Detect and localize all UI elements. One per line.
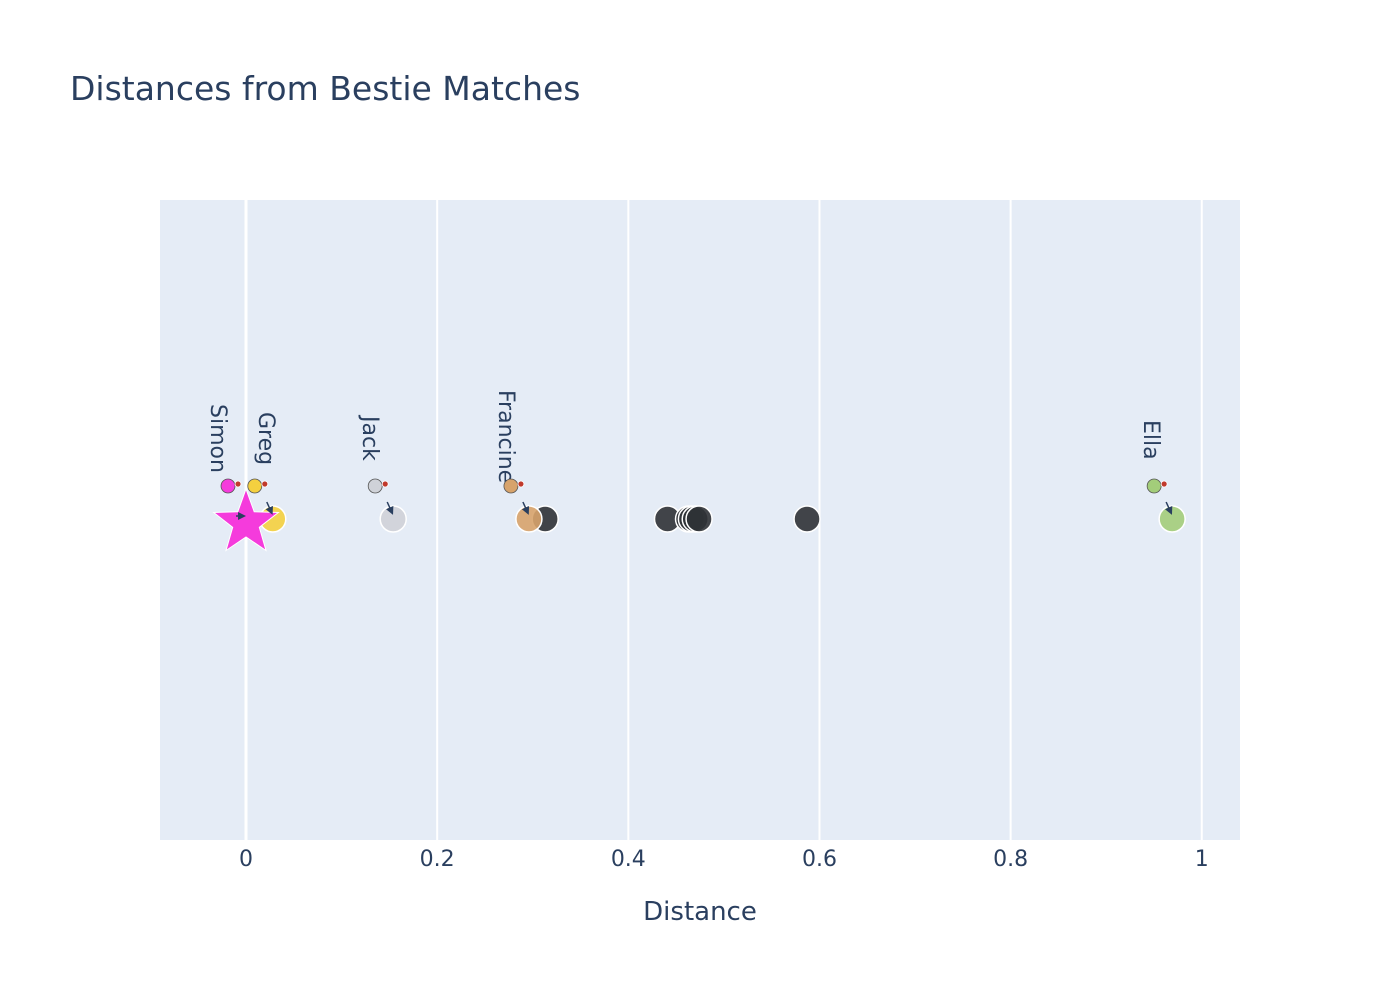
- flag-icon: [234, 480, 242, 488]
- x-gridlines: [244, 200, 1203, 840]
- flag-icon: [261, 480, 269, 488]
- x-tick-label: 0.2: [420, 847, 455, 872]
- annotation-arrow: [386, 501, 394, 515]
- x-tick-labels: 0 0.2 0.4 0.6 0.8 1: [239, 847, 1209, 872]
- frog-icon: [1146, 478, 1162, 494]
- yellow-face-icon: [247, 478, 263, 494]
- chart-title: Distances from Bestie Matches: [70, 69, 581, 108]
- data-point: [685, 505, 713, 533]
- grey-face-icon: [367, 478, 383, 494]
- unicorn-icon: [220, 478, 236, 494]
- annotation-label-francine: Francine: [493, 390, 518, 483]
- data-point: [793, 505, 821, 533]
- annotation-arrow: [1165, 501, 1173, 515]
- orange-face-icon: [503, 478, 519, 494]
- x-tick-label: 0.4: [611, 847, 646, 872]
- flag-icon: [381, 480, 389, 488]
- x-tick-label: 1: [1195, 847, 1209, 872]
- x-tick-label: 0.8: [993, 847, 1028, 872]
- x-tick-label: 0.6: [802, 847, 837, 872]
- annotation-label-jack: Jack: [357, 414, 382, 461]
- data-point-jack: [379, 505, 407, 533]
- data-point-francine: [515, 505, 543, 533]
- flag-icon: [517, 480, 525, 488]
- point-annotations: Simon Greg Jack Francine Ella: [205, 390, 1173, 520]
- flag-icon: [1160, 480, 1168, 488]
- annotation-arrow: [521, 501, 530, 515]
- x-axis-label: Distance: [643, 897, 757, 927]
- annotation-label-greg: Greg: [253, 412, 278, 465]
- x-tick-label: 0: [239, 847, 253, 872]
- annotation-label-ella: Ella: [1138, 420, 1163, 460]
- data-point-ella: [1158, 505, 1186, 533]
- annotation-label-simon: Simon: [205, 404, 230, 473]
- annotation-arrow: [265, 501, 273, 515]
